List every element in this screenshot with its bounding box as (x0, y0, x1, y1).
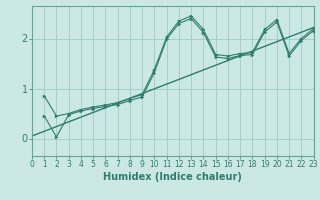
X-axis label: Humidex (Indice chaleur): Humidex (Indice chaleur) (103, 172, 242, 182)
